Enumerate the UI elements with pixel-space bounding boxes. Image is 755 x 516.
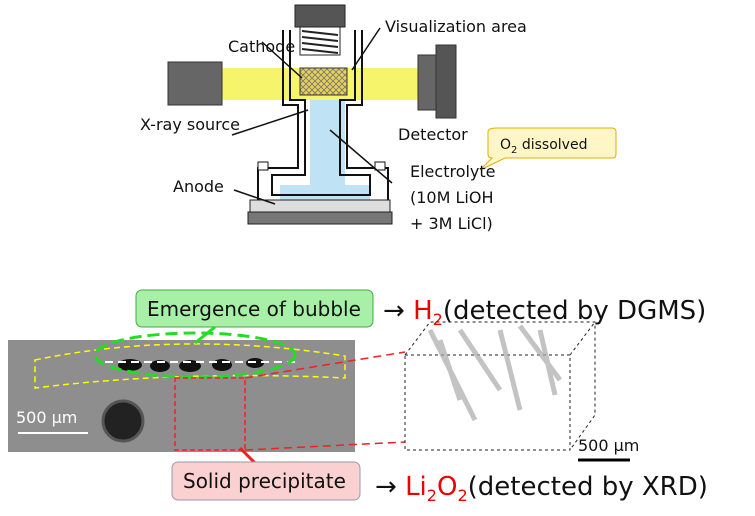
text: O	[500, 137, 511, 153]
subscript: 2	[433, 310, 443, 329]
subscript: 2	[427, 486, 437, 505]
text: dissolved	[517, 137, 587, 153]
label: Visualization area	[385, 17, 527, 36]
label: X-ray source	[140, 115, 240, 134]
base	[248, 212, 392, 224]
results: Emergence of bubble → H2(detected by DGM…	[8, 290, 708, 505]
xray-source	[168, 62, 222, 105]
scale-label: 500 μm	[16, 408, 77, 427]
label: Detector	[398, 125, 468, 144]
label: Cathode	[228, 37, 295, 56]
formula: O	[437, 472, 457, 502]
formula: H	[413, 296, 433, 326]
cap	[295, 5, 345, 27]
label: Emergence of bubble	[147, 297, 361, 321]
result-line: → Li2O2(detected by XRD)	[375, 472, 708, 505]
label: + 3M LiCl)	[410, 214, 493, 233]
text: (detected by XRD)	[468, 472, 708, 502]
detector	[418, 55, 438, 110]
label: Electrolyte	[410, 162, 496, 181]
micrograph	[8, 340, 355, 452]
formula: Li	[405, 472, 427, 502]
subscript: 2	[457, 486, 467, 505]
apparatus: Cathode Visualization area X-ray source …	[140, 5, 616, 233]
arrow: →	[383, 296, 405, 326]
arrow: →	[375, 472, 397, 502]
figure: Cathode Visualization area X-ray source …	[0, 0, 755, 516]
label: Solid precipitate	[183, 469, 346, 493]
text: (detected by DGMS)	[443, 296, 707, 326]
label: (10M LiOH	[410, 188, 493, 207]
anode	[250, 200, 390, 212]
detector	[436, 45, 456, 118]
cathode	[300, 68, 347, 95]
result-line: → H2(detected by DGMS)	[383, 296, 706, 329]
scale-label: 500 μm	[578, 436, 639, 455]
label: Anode	[173, 177, 224, 196]
